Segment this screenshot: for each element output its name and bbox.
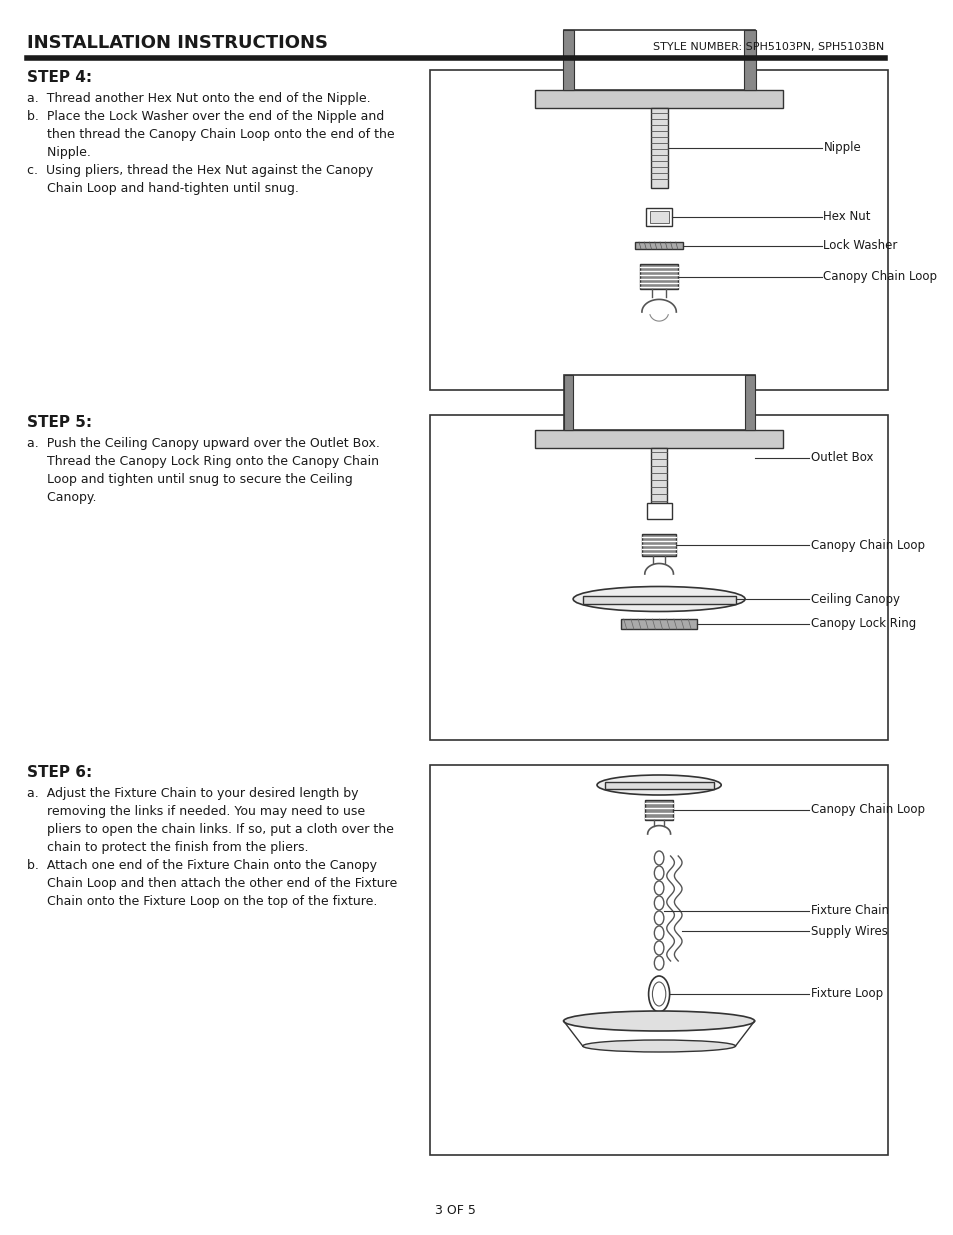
Text: Canopy Chain Loop: Canopy Chain Loop <box>810 804 924 816</box>
Text: Canopy Lock Ring: Canopy Lock Ring <box>810 618 915 631</box>
Bar <box>635 242 682 249</box>
Text: Nipple: Nipple <box>822 142 861 154</box>
Text: a.  Adjust the Fixture Chain to your desired length by
     removing the links i: a. Adjust the Fixture Chain to your desi… <box>27 787 396 908</box>
Bar <box>651 448 666 503</box>
Bar <box>535 90 782 107</box>
Bar <box>563 375 573 430</box>
Ellipse shape <box>563 1011 754 1031</box>
Bar <box>582 597 735 604</box>
Text: 3 OF 5: 3 OF 5 <box>435 1203 476 1216</box>
Text: Ceiling Canopy: Ceiling Canopy <box>810 593 899 605</box>
Text: STEP 6:: STEP 6: <box>27 764 91 781</box>
Bar <box>644 800 673 820</box>
Text: Lock Washer: Lock Washer <box>822 240 897 252</box>
Bar <box>563 30 754 90</box>
Bar <box>639 264 678 289</box>
Bar <box>641 534 676 556</box>
Ellipse shape <box>573 587 744 611</box>
Text: Outlet Box: Outlet Box <box>810 451 873 464</box>
Bar <box>649 211 668 224</box>
Text: INSTALLATION INSTRUCTIONS: INSTALLATION INSTRUCTIONS <box>27 35 328 52</box>
Bar <box>430 415 887 740</box>
Text: Canopy Chain Loop: Canopy Chain Loop <box>822 270 937 283</box>
Text: Supply Wires: Supply Wires <box>810 925 887 937</box>
Bar <box>743 30 755 90</box>
Bar <box>562 30 574 90</box>
Bar <box>563 375 754 430</box>
Text: Fixture Chain: Fixture Chain <box>810 904 888 918</box>
Text: Canopy Chain Loop: Canopy Chain Loop <box>810 538 924 552</box>
Text: a.  Thread another Hex Nut onto the end of the Nipple.
b.  Place the Lock Washer: a. Thread another Hex Nut onto the end o… <box>27 91 394 195</box>
Text: STEP 5:: STEP 5: <box>27 415 91 430</box>
Text: STYLE NUMBER: SPH5103PN, SPH5103BN: STYLE NUMBER: SPH5103PN, SPH5103BN <box>653 42 883 52</box>
Text: Hex Nut: Hex Nut <box>822 210 870 224</box>
Bar <box>604 782 713 789</box>
Ellipse shape <box>597 776 720 795</box>
Bar <box>645 207 672 226</box>
Bar <box>620 619 697 629</box>
Bar <box>650 107 667 188</box>
Ellipse shape <box>582 1040 735 1052</box>
Text: a.  Push the Ceiling Canopy upward over the Outlet Box.
     Thread the Canopy L: a. Push the Ceiling Canopy upward over t… <box>27 437 379 504</box>
Bar <box>535 430 782 448</box>
Text: STEP 4:: STEP 4: <box>27 70 91 85</box>
Bar <box>430 764 887 1155</box>
Bar <box>646 503 671 519</box>
Bar <box>744 375 754 430</box>
Bar <box>430 70 887 390</box>
Text: Fixture Loop: Fixture Loop <box>810 988 882 1000</box>
